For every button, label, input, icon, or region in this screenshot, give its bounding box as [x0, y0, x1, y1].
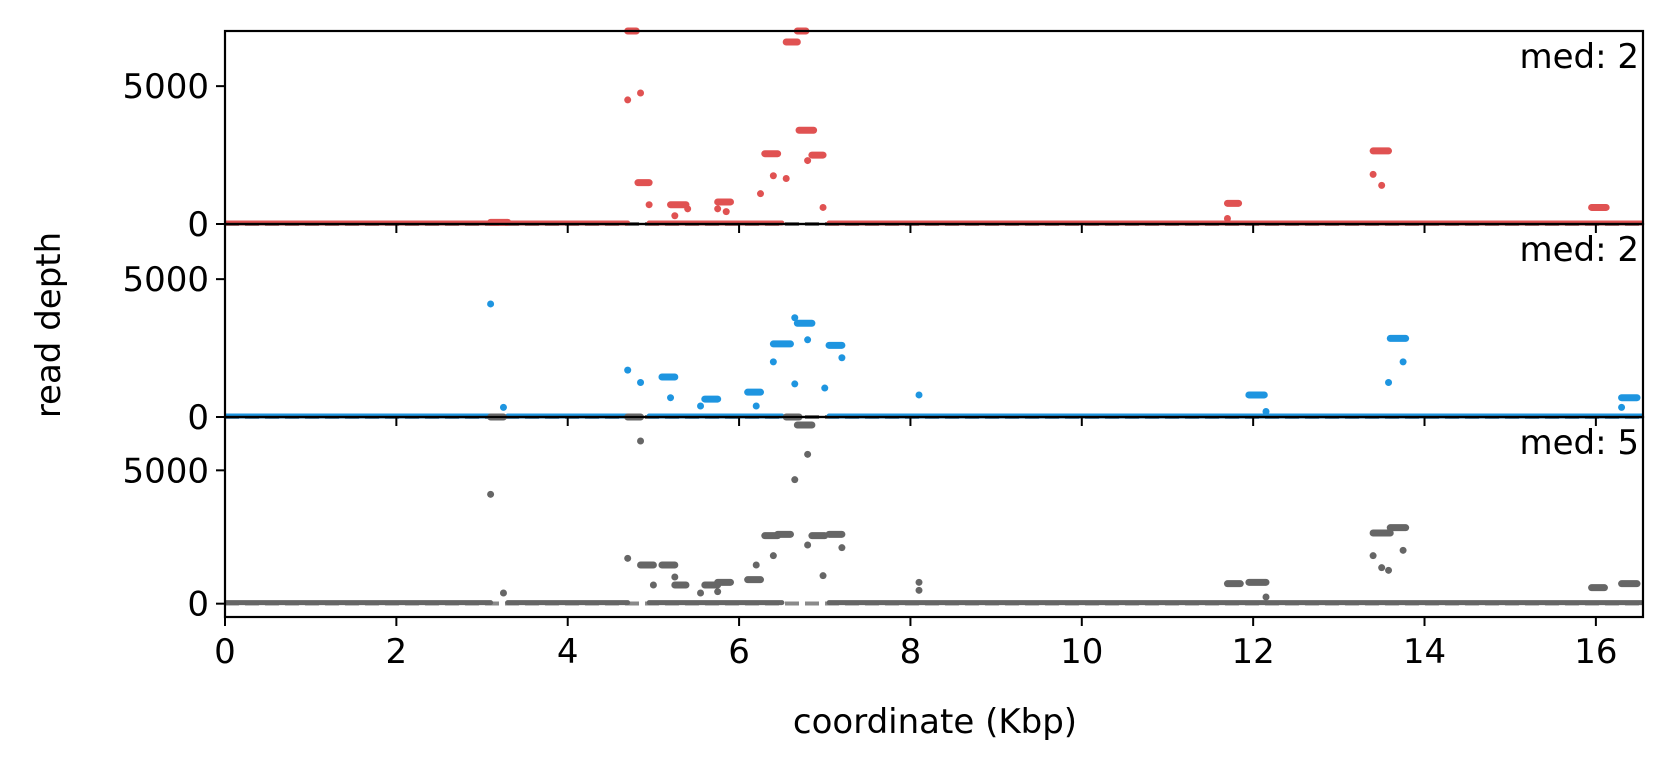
- data-point: [722, 208, 730, 216]
- data-point: [915, 586, 923, 594]
- data-point: [1378, 181, 1386, 189]
- panel-top-marks: [225, 27, 1643, 226]
- data-point: [1262, 593, 1270, 601]
- data-point: [1262, 407, 1270, 415]
- data-point: [756, 190, 764, 198]
- data-point: [838, 354, 846, 362]
- data-point: [752, 402, 760, 410]
- data-point: [804, 541, 812, 549]
- x-tick-label: 0: [214, 632, 236, 672]
- y-tick-label: 5000: [122, 260, 209, 300]
- x-tick-label: 14: [1403, 632, 1446, 672]
- data-point: [1378, 564, 1386, 572]
- median-annotation: med: 2: [1519, 37, 1639, 77]
- data-point: [1399, 358, 1407, 366]
- panel-bottom-marks: [225, 413, 1643, 606]
- x-axis: 0 2 4 6 8 10 12 14 16: [214, 617, 1618, 672]
- y-tick-label: 0: [187, 205, 209, 245]
- data-point: [821, 384, 829, 392]
- data-point: [791, 380, 799, 388]
- data-point: [684, 205, 692, 213]
- data-point: [1399, 546, 1407, 554]
- data-point: [624, 366, 632, 374]
- data-point: [671, 212, 679, 220]
- data-point: [819, 203, 827, 211]
- panel-top-frame: [223, 29, 1645, 226]
- data-point: [752, 561, 760, 569]
- panels-layer: 0 5000 med: 2 0 5000 med: 2 0 5000 med: 5: [122, 27, 1645, 625]
- data-point: [714, 205, 722, 213]
- data-point: [804, 336, 812, 344]
- y-tick-label: 5000: [122, 67, 209, 107]
- data-point: [637, 89, 645, 97]
- data-point: [624, 96, 632, 104]
- panel-bottom-frame: [223, 415, 1645, 619]
- x-tick-label: 6: [728, 632, 750, 672]
- panel-middle-marks: [225, 300, 1643, 419]
- x-tick-label: 4: [557, 632, 579, 672]
- data-point: [804, 450, 812, 458]
- x-tick-label: 16: [1574, 632, 1617, 672]
- data-point: [697, 589, 705, 597]
- data-point: [671, 573, 679, 581]
- data-point: [769, 358, 777, 366]
- y-tick-label: 5000: [122, 451, 209, 491]
- data-point: [487, 490, 495, 498]
- y-tick-label: 0: [187, 585, 209, 625]
- data-point: [1618, 403, 1626, 411]
- data-point: [819, 572, 827, 580]
- data-point: [769, 172, 777, 180]
- data-point: [915, 578, 923, 586]
- data-point: [697, 402, 705, 410]
- data-point: [649, 581, 657, 589]
- data-point: [769, 552, 777, 560]
- data-point: [499, 403, 507, 411]
- data-point: [1385, 379, 1393, 387]
- data-point: [487, 300, 495, 308]
- data-point: [637, 437, 645, 445]
- data-point: [1223, 214, 1231, 222]
- x-tick-label: 12: [1232, 632, 1275, 672]
- data-point: [645, 201, 653, 209]
- median-annotation: med: 2: [1519, 230, 1639, 270]
- x-tick-label: 10: [1060, 632, 1103, 672]
- median-annotation: med: 5: [1519, 423, 1639, 463]
- data-point: [714, 588, 722, 596]
- data-point: [838, 544, 846, 552]
- data-point: [791, 314, 799, 322]
- data-point: [915, 391, 923, 399]
- data-point: [782, 175, 790, 183]
- data-point: [1385, 566, 1393, 574]
- data-point: [804, 157, 812, 165]
- data-point: [667, 394, 675, 402]
- data-point: [1369, 170, 1377, 178]
- x-tick-label: 2: [386, 632, 408, 672]
- y-tick-label: 0: [187, 398, 209, 438]
- data-point: [624, 554, 632, 562]
- data-point: [1369, 552, 1377, 560]
- data-point: [637, 379, 645, 387]
- y-axis-label: read depth: [29, 232, 69, 418]
- data-point: [791, 476, 799, 484]
- panel-middle-frame: [223, 222, 1645, 419]
- data-point: [499, 589, 507, 597]
- x-axis-label: coordinate (Kbp): [793, 702, 1077, 742]
- x-tick-label: 8: [900, 632, 922, 672]
